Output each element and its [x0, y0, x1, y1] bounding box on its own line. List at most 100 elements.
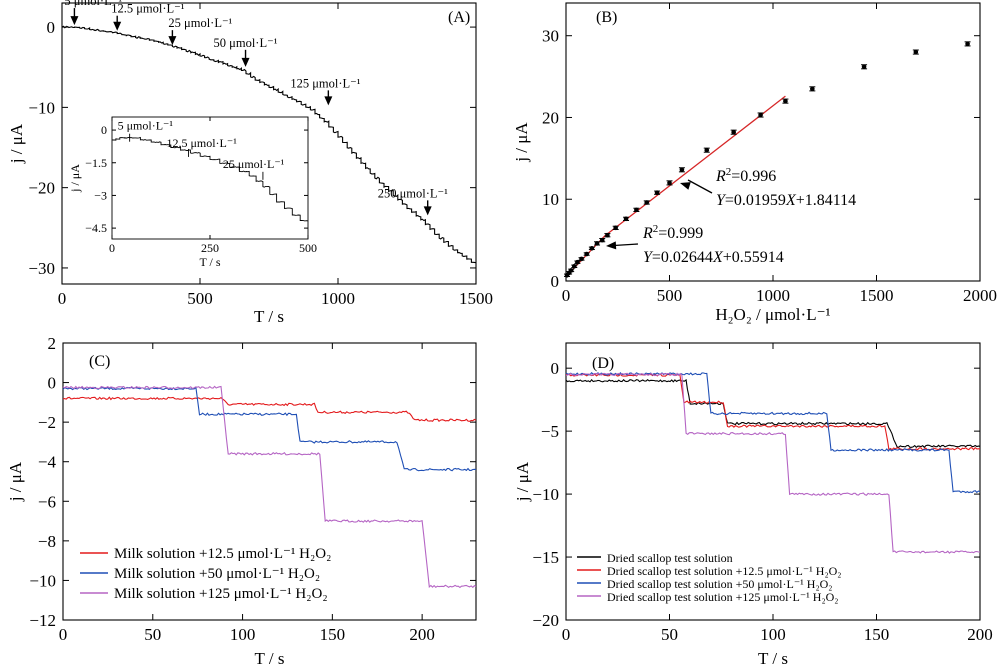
x-tick-label: 150	[864, 625, 890, 644]
x-tick-label: 200	[409, 625, 435, 644]
y-tick-label: −5	[541, 422, 559, 441]
data-point	[634, 207, 639, 213]
data-point	[965, 41, 970, 47]
y-tick-label: 0	[551, 272, 560, 291]
series-line	[565, 371, 981, 494]
fit-equation: Y=0.01959X+1.84114	[716, 192, 856, 209]
r-squared: R2=0.999	[642, 223, 703, 242]
panel-c: 0 50 100 150 200 2 0 −2 −4 −6 −8 −10 −12 (C) T / s j / …	[6, 334, 477, 668]
y-tick-label: −12	[29, 611, 56, 630]
x-tick-label: 50	[144, 625, 161, 644]
panel-label: (B)	[596, 9, 617, 26]
data-point	[589, 245, 595, 251]
data-point	[584, 251, 589, 257]
inset: 0 250 500 0 −1.5 −3 −4.5 5 μmol·L⁻¹ 12.5 μmol·L⁻…	[68, 116, 317, 269]
plot-frame	[61, 2, 477, 285]
data-point	[575, 259, 580, 265]
legend-label: Dried scallop test solution	[607, 551, 733, 565]
series-line	[565, 378, 981, 449]
series-line	[62, 396, 477, 422]
x-tick-label: 200	[967, 625, 993, 644]
y-tick-label: 0	[551, 359, 560, 378]
x-tick-label: 0	[59, 625, 68, 644]
y-axis-label: j / μA	[6, 461, 25, 502]
y-tick-label: 0	[48, 374, 57, 393]
data-point	[568, 268, 574, 273]
fit-arrow-head	[680, 182, 691, 190]
panel-label: (A)	[448, 9, 470, 26]
y-tick-label: −15	[532, 548, 559, 567]
y-tick-label: −20	[28, 179, 55, 198]
x-tick-label: 50	[661, 625, 678, 644]
arrow-head	[168, 36, 177, 46]
x-tick-label: 150	[320, 625, 346, 644]
legend-label: Milk solution +125 μmol·L⁻¹ H₂O₂	[114, 586, 328, 602]
y-axis-label: j / μA	[513, 461, 532, 502]
y-tick-label: −10	[29, 571, 56, 590]
x-axis-label: H₂O₂ / μmol·L⁻¹	[715, 305, 830, 324]
data-point	[783, 98, 788, 104]
y-tick-label: 20	[542, 108, 559, 127]
r-squared: R2=0.996	[715, 166, 776, 185]
y-tick-label: −20	[532, 611, 559, 630]
inset-annotation: 25 μmol·L⁻¹	[223, 157, 285, 171]
x-tick-label: 500	[657, 286, 683, 305]
y-tick-label: −1.5	[85, 156, 107, 170]
series-line	[565, 373, 980, 451]
y-axis-label: j / μA	[7, 123, 26, 164]
concentration-annotation: 12.5 μmol·L⁻¹	[111, 2, 185, 16]
legend-label: Dried scallop test solution +12.5 μmol·L…	[607, 564, 841, 578]
x-tick-label: 1000	[756, 286, 790, 305]
x-tick-label: 500	[299, 241, 317, 255]
inset-trace	[111, 136, 309, 222]
inset-y-label: j / μA	[68, 164, 82, 193]
x-tick-label: 1500	[459, 289, 493, 308]
series-line	[565, 372, 980, 554]
x-axis-label: T / s	[758, 649, 788, 668]
y-tick-label: −2	[38, 413, 56, 432]
arrow-head	[423, 206, 432, 216]
y-tick-label: −8	[38, 532, 56, 551]
data-point	[810, 86, 815, 92]
y-tick-label: 0	[101, 123, 107, 137]
y-tick-label: −10	[532, 485, 559, 504]
data-point	[667, 180, 672, 186]
data-point	[758, 112, 763, 118]
y-tick-label: −6	[38, 492, 56, 511]
y-tick-label: −3	[94, 188, 107, 202]
concentration-annotation: 25 μmol·L⁻¹	[168, 16, 232, 30]
fit-arrow	[613, 243, 639, 247]
data-point	[644, 200, 650, 205]
data-point	[605, 232, 610, 238]
legend-label: Milk solution +12.5 μmol·L⁻¹ H₂O₂	[114, 546, 331, 562]
x-tick-label: 250	[201, 241, 219, 255]
current-trace	[61, 25, 477, 264]
data-point	[571, 263, 577, 269]
x-axis-label: T / s	[255, 649, 285, 668]
arrow-head	[113, 21, 122, 31]
x-tick-label: 0	[562, 286, 571, 305]
x-tick-label: 500	[187, 289, 213, 308]
concentration-annotation: 50 μmol·L⁻¹	[214, 36, 278, 50]
panel-label: (D)	[592, 355, 614, 372]
inset-annotation: 5 μmol·L⁻¹	[118, 119, 174, 133]
data-point	[679, 167, 685, 173]
legend-label: Dried scallop test solution +125 μmol·L⁻…	[607, 590, 838, 604]
panel-b: 0 500 1000 1500 2000 0 10 20 30 (B) H₂O₂ / μmol·L⁻…	[512, 2, 997, 324]
plot-frame	[565, 2, 981, 282]
y-tick-label: −10	[28, 98, 55, 117]
x-tick-label: 100	[230, 625, 256, 644]
x-tick-label: 0	[109, 241, 115, 255]
concentration-annotation: 250 μmol·L⁻¹	[378, 186, 448, 200]
y-tick-label: −4	[38, 453, 57, 472]
x-tick-label: 2000	[963, 286, 997, 305]
x-tick-label: 1500	[860, 286, 894, 305]
y-tick-label: 10	[542, 190, 559, 209]
arrow-head	[324, 96, 333, 106]
data-point	[704, 147, 710, 153]
data-point	[594, 241, 600, 246]
fit-arrow	[687, 179, 713, 194]
